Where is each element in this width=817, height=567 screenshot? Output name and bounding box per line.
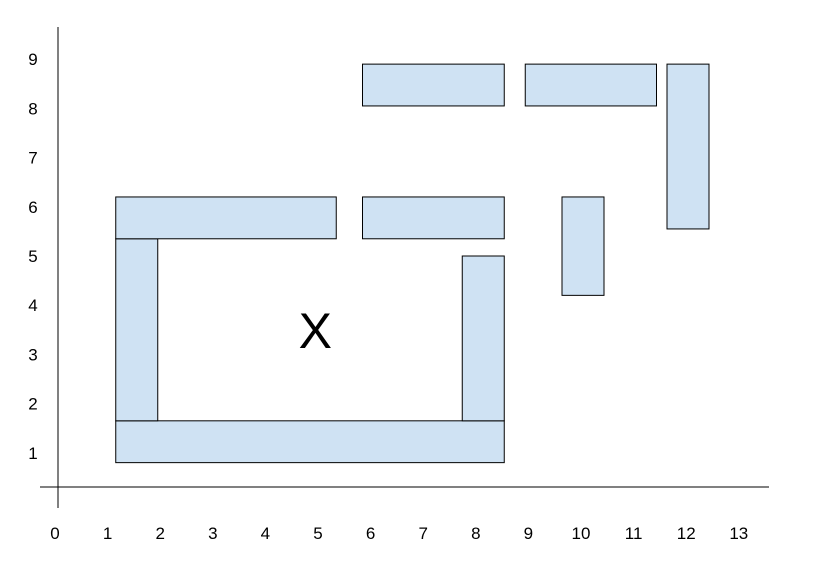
- y-tick-labels: 1 2 3 4 5 6 7 8 9: [28, 50, 37, 463]
- y-tick-label: 8: [28, 99, 37, 118]
- y-tick-label: 1: [28, 444, 37, 463]
- block-top-left: [115, 196, 337, 240]
- y-tick-label: 9: [28, 50, 37, 69]
- block-upper-left: [362, 63, 505, 107]
- y-tick-label: 7: [28, 149, 37, 168]
- x-tick-label: 3: [208, 524, 217, 543]
- block-right-wall: [461, 255, 505, 422]
- axes-layer: [40, 27, 769, 508]
- block-upper-middle: [524, 63, 657, 107]
- x-tick-label: 1: [103, 524, 112, 543]
- x-tick-label: 12: [677, 524, 696, 543]
- x-tick-label: 0: [50, 524, 59, 543]
- x-tick-label: 10: [572, 524, 591, 543]
- block-small-post: [561, 196, 605, 296]
- x-tick-label: 7: [418, 524, 427, 543]
- marker-x-label: X: [299, 303, 332, 359]
- x-tick-labels: 0 1 2 3 4 5 6 7 8 9 10 11 12 13: [50, 524, 748, 543]
- x-tick-label: 9: [524, 524, 533, 543]
- y-tick-label: 6: [28, 198, 37, 217]
- y-tick-label: 2: [28, 395, 37, 414]
- block-upper-right-post: [666, 63, 710, 230]
- x-tick-label: 5: [313, 524, 322, 543]
- block-left-wall: [115, 238, 159, 422]
- y-tick-label: 4: [28, 296, 37, 315]
- block-top-right: [362, 196, 505, 240]
- x-tick-label: 6: [366, 524, 375, 543]
- x-tick-label: 13: [729, 524, 748, 543]
- blocks-layer: [115, 63, 710, 464]
- x-tick-label: 2: [155, 524, 164, 543]
- block-bottom-wall: [115, 420, 505, 464]
- x-tick-label: 8: [471, 524, 480, 543]
- y-tick-label: 3: [28, 345, 37, 364]
- x-tick-label: 4: [261, 524, 270, 543]
- x-tick-label: 11: [625, 524, 643, 543]
- y-tick-label: 5: [28, 247, 37, 266]
